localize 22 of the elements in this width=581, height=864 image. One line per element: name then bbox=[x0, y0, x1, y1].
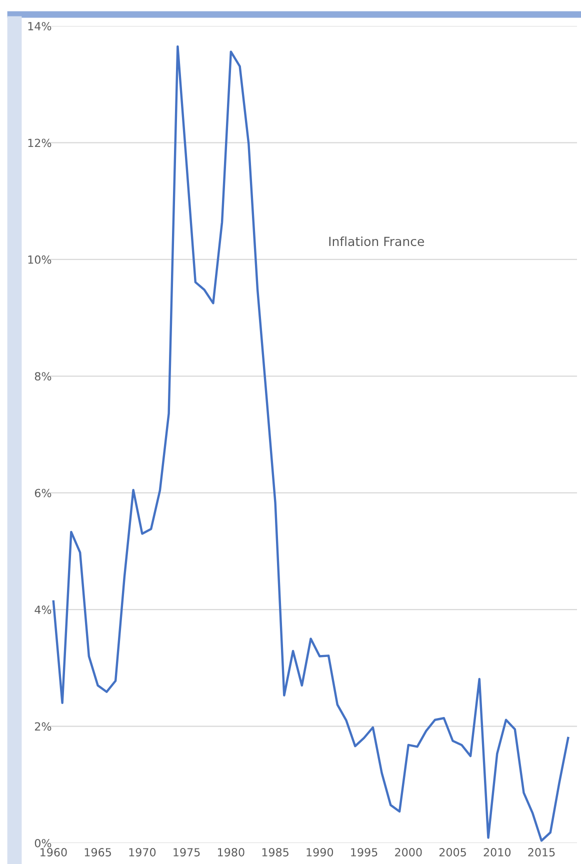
x-tick-label: 2000 bbox=[395, 848, 422, 856]
y-tick-label: 10% bbox=[28, 255, 52, 264]
y-tick-label: 6% bbox=[34, 488, 52, 498]
y-tick-label: 0% bbox=[34, 838, 52, 848]
x-tick-label: 1970 bbox=[129, 848, 156, 856]
text: Inflation France bbox=[329, 236, 424, 246]
x-tick-label: 2005 bbox=[439, 848, 466, 856]
x-tick-label: 1985 bbox=[262, 848, 288, 856]
x-tick-label: 1990 bbox=[306, 848, 334, 856]
x-tick-label: 1965 bbox=[84, 848, 111, 856]
y-tick-label: 14% bbox=[28, 22, 52, 30]
y-tick-label: 4% bbox=[34, 606, 52, 614]
line-series bbox=[52, 45, 570, 842]
y-tick-label: 2% bbox=[34, 722, 52, 731]
x-tick-label: 2015 bbox=[528, 848, 555, 856]
x-tick-label: 1975 bbox=[174, 848, 200, 856]
x-tick-label: 1980 bbox=[218, 848, 244, 856]
y-tick-label: 12% bbox=[28, 138, 52, 148]
x-tick-label: 1960 bbox=[40, 848, 67, 856]
x-tick-label: 2010 bbox=[484, 848, 511, 856]
y-tick-label: 8% bbox=[34, 372, 52, 381]
x-tick-label: 1995 bbox=[351, 848, 378, 856]
